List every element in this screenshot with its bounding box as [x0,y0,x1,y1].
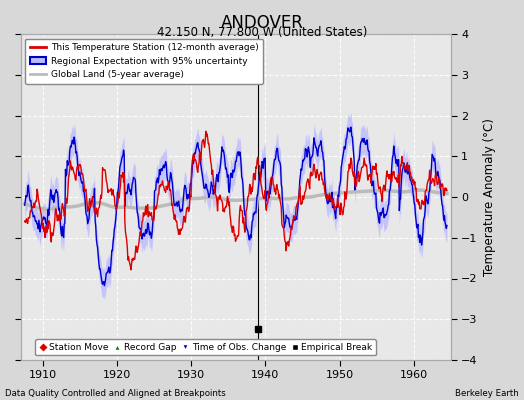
Text: Berkeley Earth: Berkeley Earth [455,389,519,398]
Y-axis label: Temperature Anomaly (°C): Temperature Anomaly (°C) [483,118,496,276]
Text: 42.150 N, 77.800 W (United States): 42.150 N, 77.800 W (United States) [157,26,367,39]
Legend: Station Move, Record Gap, Time of Obs. Change, Empirical Break: Station Move, Record Gap, Time of Obs. C… [36,339,376,356]
Text: ANDOVER: ANDOVER [221,14,303,32]
Text: Data Quality Controlled and Aligned at Breakpoints: Data Quality Controlled and Aligned at B… [5,389,226,398]
